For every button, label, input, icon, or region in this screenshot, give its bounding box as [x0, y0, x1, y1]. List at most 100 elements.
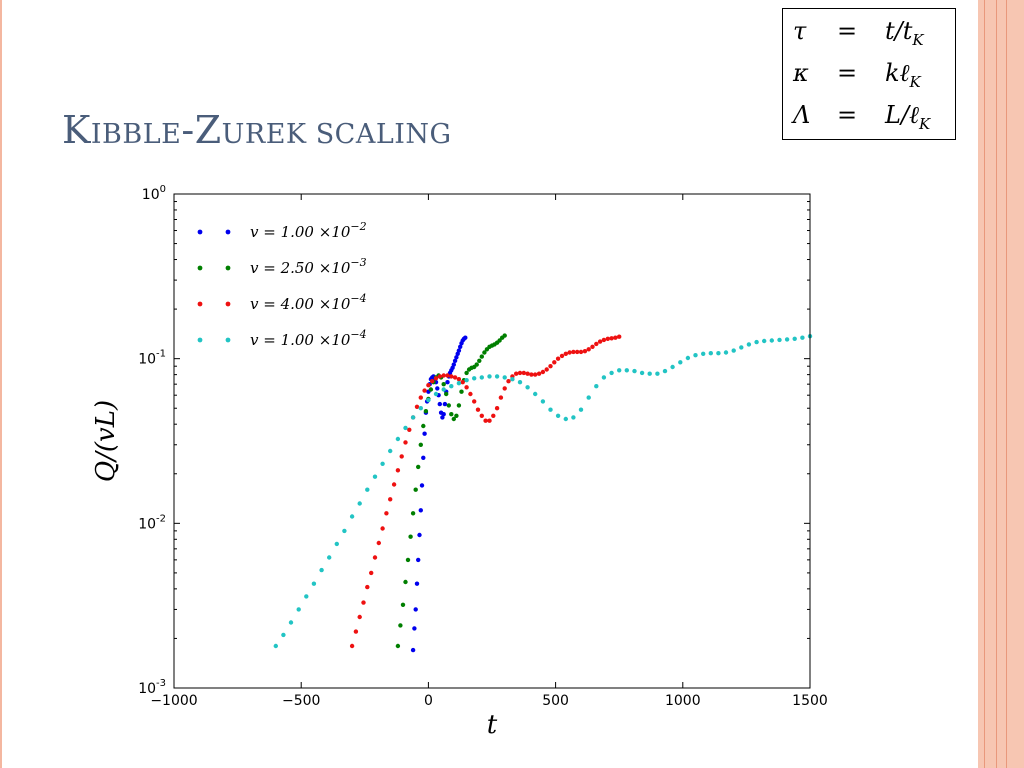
data-point	[426, 397, 431, 403]
data-point	[311, 581, 317, 586]
definition-rhs-sub: K	[919, 114, 931, 133]
x-axis-label: t	[487, 710, 498, 740]
data-point	[372, 474, 378, 479]
legend-label: v = 4.00 ×10−4	[250, 292, 367, 313]
data-point	[426, 383, 431, 388]
data-point	[491, 413, 496, 418]
data-point	[365, 487, 370, 492]
data-point	[273, 643, 278, 649]
data-point	[456, 377, 462, 382]
data-point	[361, 600, 366, 605]
data-point	[578, 407, 584, 412]
data-point	[582, 349, 588, 354]
data-point	[416, 557, 421, 563]
data-point	[533, 391, 538, 397]
data-point	[510, 377, 515, 382]
definitions-box: τ = t/tK κ = kℓK Λ = L/ℓK	[782, 8, 956, 140]
data-point	[594, 384, 599, 389]
data-point	[479, 413, 484, 418]
data-point	[548, 364, 553, 369]
data-point	[452, 375, 458, 380]
data-point	[418, 508, 423, 513]
data-point	[655, 371, 660, 376]
data-point	[521, 370, 526, 376]
data-point	[502, 375, 507, 380]
data-point	[403, 440, 408, 445]
data-point	[441, 387, 446, 392]
x-tick-label: 500	[542, 693, 569, 709]
chart-points-layer	[273, 333, 813, 653]
definition-row-lambda: Λ = L/ℓK	[783, 95, 957, 135]
data-point	[334, 541, 339, 547]
data-point	[632, 368, 637, 374]
data-point	[494, 406, 500, 411]
data-point	[391, 482, 397, 487]
legend-label: v = 1.00 ×10−2	[250, 220, 367, 241]
data-point	[407, 427, 412, 432]
data-point	[449, 374, 454, 379]
data-point	[624, 368, 629, 373]
data-point	[784, 337, 790, 342]
data-point	[319, 567, 324, 573]
data-point	[357, 501, 362, 506]
definition-rhs: t/tK	[885, 17, 924, 49]
data-point	[441, 373, 446, 378]
data-point	[395, 436, 401, 442]
data-point	[418, 406, 423, 411]
data-point	[540, 369, 546, 375]
data-point	[739, 345, 744, 350]
data-point	[502, 386, 507, 391]
data-point	[353, 629, 359, 634]
data-point	[430, 379, 435, 384]
data-point	[413, 607, 418, 612]
data-point	[398, 623, 403, 628]
data-point	[464, 370, 469, 376]
data-point	[459, 389, 464, 394]
data-point	[647, 371, 652, 376]
data-point	[731, 348, 736, 353]
data-point	[468, 391, 473, 397]
data-point	[594, 341, 599, 347]
y-tick-label: 10-2	[138, 513, 166, 532]
data-point	[414, 404, 420, 409]
data-point	[475, 407, 481, 412]
data-point	[762, 338, 767, 344]
data-point	[540, 399, 546, 404]
data-point	[494, 374, 500, 379]
legend-marker	[197, 301, 203, 307]
data-point	[405, 557, 411, 563]
y-tick-label: 10-1	[138, 349, 166, 368]
legend-label: v = 2.50 ×10−3	[250, 256, 367, 277]
data-point	[693, 353, 698, 358]
data-point	[445, 380, 450, 385]
data-point	[555, 413, 561, 418]
data-point	[597, 339, 603, 344]
data-point	[451, 362, 456, 367]
data-point	[418, 442, 423, 447]
data-point	[617, 334, 622, 339]
data-point	[708, 351, 713, 356]
data-point	[548, 407, 553, 412]
data-point	[408, 534, 413, 539]
data-point	[372, 555, 378, 560]
data-point	[456, 403, 462, 408]
left-frame-line	[0, 0, 2, 768]
data-point	[410, 511, 416, 516]
series-3	[349, 334, 622, 649]
data-point	[388, 497, 393, 502]
data-point	[575, 349, 580, 355]
data-point	[716, 351, 721, 356]
data-point	[609, 336, 614, 341]
data-point	[433, 376, 439, 381]
data-point	[586, 347, 591, 352]
data-point	[601, 375, 607, 380]
right-frame-line-1	[984, 0, 985, 768]
title-part-2: IBBLE	[90, 119, 182, 150]
legend-label: v = 1.00 ×10−4	[250, 328, 367, 349]
definition-rhs-main: kℓ	[885, 59, 910, 87]
data-point	[454, 355, 459, 360]
data-point	[403, 425, 408, 431]
data-point	[410, 647, 416, 653]
data-point	[609, 370, 614, 376]
